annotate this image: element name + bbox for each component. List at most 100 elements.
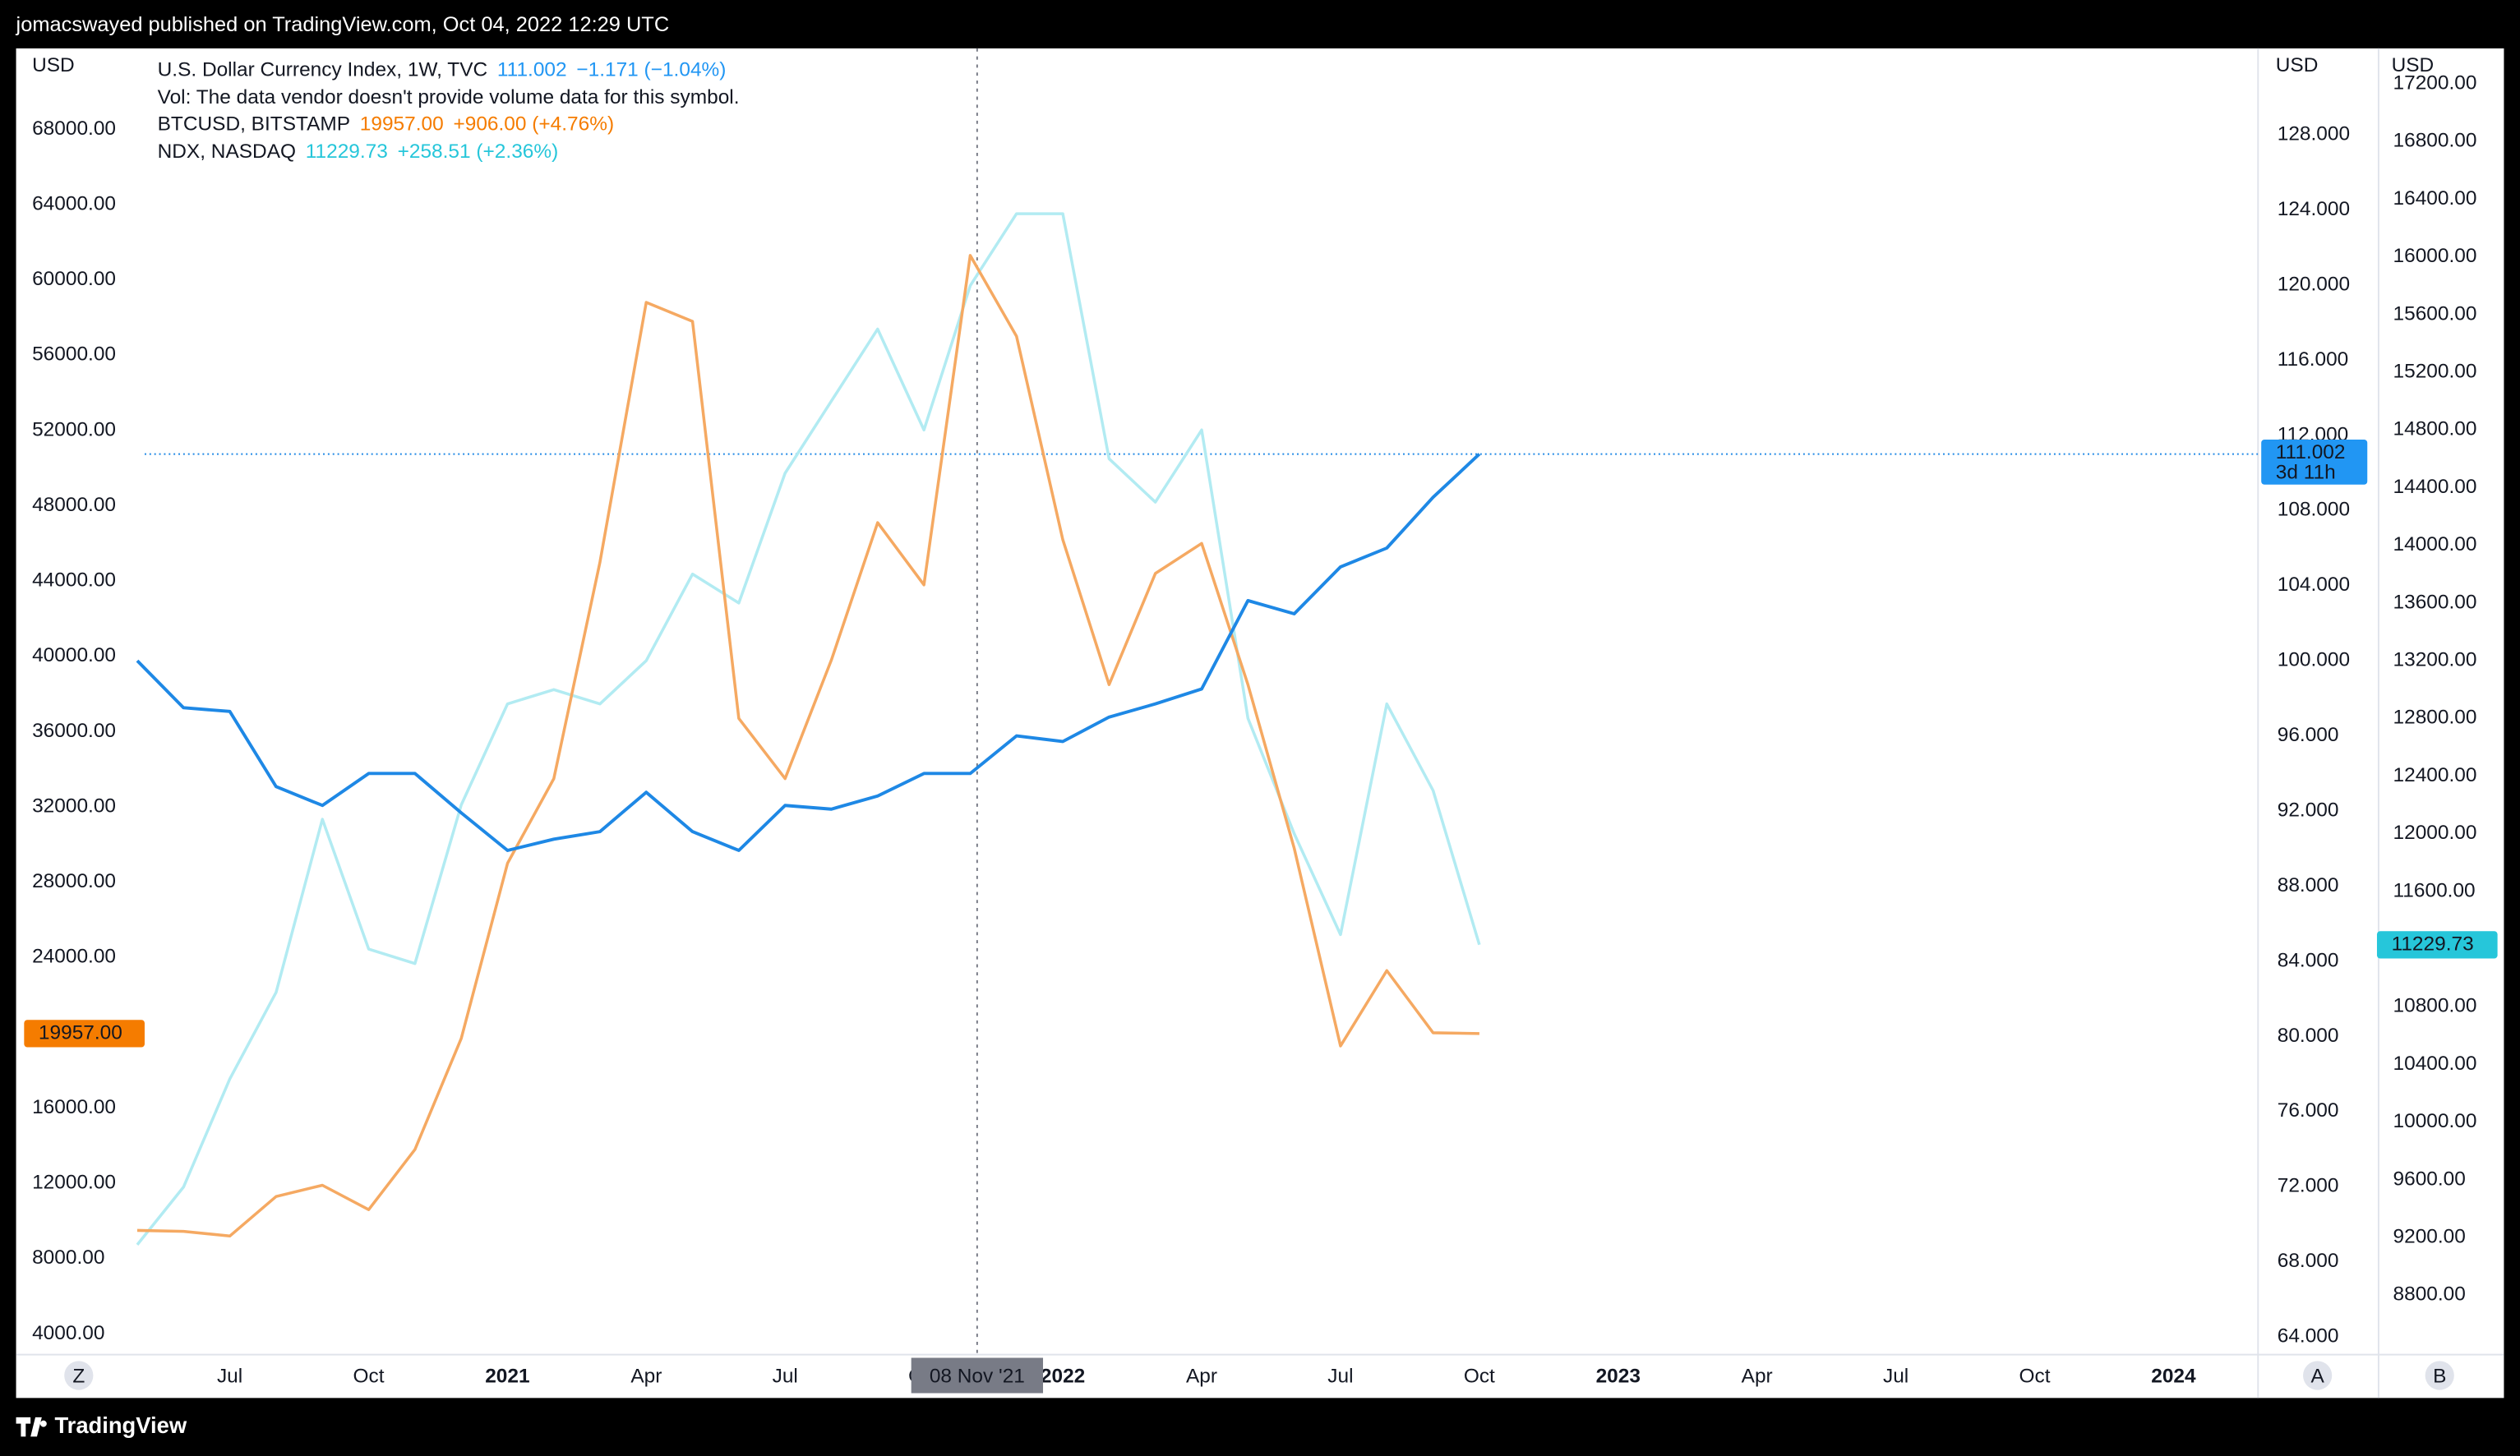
y3-tick-label: 16800.00 [2393, 130, 2477, 152]
legend-entry: NDX, NASDAQ 11229.73 +258.51 (+2.36%) [158, 141, 559, 163]
y3-tick-label: 15200.00 [2393, 361, 2477, 383]
y3-tick-label: 10800.00 [2393, 995, 2477, 1017]
scale-button-label: A [2310, 1365, 2324, 1387]
plot [136, 212, 2259, 1246]
scale-button[interactable] [2303, 1361, 2333, 1390]
y3-tick-label: 12000.00 [2393, 822, 2477, 844]
y3-tick-label: 15600.00 [2393, 302, 2477, 325]
x-tick-label: Jul [217, 1365, 242, 1387]
y-tick-label: 36000.00 [32, 720, 116, 742]
y2-tick-label: 64.000 [2278, 1325, 2339, 1348]
price-tag-label: 19957.00 [39, 1021, 122, 1044]
series-line [136, 453, 1481, 852]
y-tick-label: 48000.00 [32, 494, 116, 516]
y3-tick-label: 10000.00 [2393, 1110, 2477, 1132]
x-tick-label: Apr [630, 1365, 662, 1387]
legend-entry: U.S. Dollar Currency Index, 1W, TVC 111.0… [158, 59, 727, 81]
y3-tick-label: 10400.00 [2393, 1053, 2477, 1075]
y2-tick-label: 72.000 [2278, 1175, 2339, 1197]
y-tick-label: 64000.00 [32, 192, 116, 214]
y2-tick-label: 116.000 [2278, 348, 2349, 371]
header: jomacswayed published on TradingView.com… [16, 13, 670, 36]
price-tag [2376, 931, 2498, 959]
x-tick-label: Apr [1186, 1365, 1217, 1387]
y-tick-label: 40000.00 [32, 644, 116, 666]
y3-tick-label: 12800.00 [2393, 707, 2477, 729]
x-tick-label: Jul [1883, 1365, 1908, 1387]
x-tick-label: 2024 [2151, 1365, 2196, 1387]
y-tick-label: 4000.00 [32, 1322, 104, 1344]
y3-tick-label: 16000.00 [2393, 245, 2477, 267]
price-tag-countdown: 3d 11h [2276, 462, 2336, 484]
y-unit: USD [32, 54, 75, 76]
legend-value: 111.002 [497, 59, 567, 81]
x-tick-label: Oct [353, 1365, 384, 1387]
x-tick-label: Oct [2019, 1365, 2051, 1387]
y2-tick-label: 128.000 [2278, 122, 2350, 145]
scale-button-label: Z [72, 1365, 85, 1387]
y3-unit: USD [2392, 54, 2435, 76]
x-tick-label: Jul [1327, 1365, 1353, 1387]
y-tick-label: 24000.00 [32, 946, 116, 968]
legend-entry: BTCUSD, BITSTAMP 19957.00 +906.00 (+4.76%) [158, 113, 614, 136]
y3-tick-label: 14000.00 [2393, 533, 2477, 555]
legend-name: U.S. Dollar Currency Index, 1W, TVC [158, 59, 488, 81]
x-tick-label: 2023 [1596, 1365, 1641, 1387]
y3-tick-label: 9600.00 [2393, 1168, 2466, 1190]
y2-tick-label: 108.000 [2278, 499, 2350, 521]
x-tick-label: 2022 [1041, 1365, 1085, 1387]
series-line [136, 212, 1481, 1246]
y-tick-label: 16000.00 [32, 1096, 116, 1118]
price-tag [2261, 440, 2368, 485]
y2-tick-label: 104.000 [2278, 574, 2350, 596]
y-tick-label: 56000.00 [32, 343, 116, 366]
footer-brand: TradingView [54, 1412, 187, 1438]
price-tag-label: 111.002 [2276, 441, 2346, 463]
y2-tick-label: 124.000 [2278, 198, 2350, 220]
crosshair-label: 08 Nov '21 [930, 1365, 1025, 1387]
x-tick-label: 2021 [485, 1365, 529, 1387]
legend-value: 11229.73 [306, 141, 388, 163]
y3-tick-label: 17200.00 [2393, 72, 2477, 94]
legend-name: NDX, NASDAQ [158, 141, 296, 163]
price-tag [24, 1020, 145, 1048]
y-tick-label: 28000.00 [32, 870, 116, 892]
y2-tick-label: 100.000 [2278, 649, 2350, 671]
y2-tick-label: 84.000 [2278, 949, 2339, 971]
y2-tick-label: 88.000 [2278, 874, 2339, 896]
scale-button[interactable] [64, 1361, 94, 1390]
tv-logo [16, 1417, 47, 1437]
y2-tick-label: 76.000 [2278, 1099, 2339, 1122]
y3-tick-label: 13200.00 [2393, 649, 2477, 671]
y-tick-label: 8000.00 [32, 1246, 104, 1269]
crosshair-tag [911, 1357, 1044, 1394]
x-tick-label: Oct [1464, 1365, 1495, 1387]
legend-value: 19957.00 [360, 113, 444, 136]
series-line [136, 254, 1479, 1238]
y-tick-label: 68000.00 [32, 117, 116, 140]
price-tag-label: 11229.73 [2392, 933, 2474, 955]
y3-tick-label: 14400.00 [2393, 476, 2477, 498]
x-tick-label: Jul [773, 1365, 798, 1387]
y3-tick-label: 12400.00 [2393, 764, 2477, 786]
y3-tick-label: 16400.00 [2393, 187, 2477, 210]
y3-tick-label: 13600.00 [2393, 591, 2477, 613]
y3-tick-label: 8800.00 [2393, 1283, 2466, 1306]
y2-tick-label: 80.000 [2278, 1025, 2339, 1047]
legend-change: +258.51 (+2.36%) [398, 141, 559, 163]
legend-change: +906.00 (+4.76%) [453, 113, 614, 136]
legend-name: BTCUSD, BITSTAMP [158, 113, 350, 136]
y2-tick-label: 96.000 [2278, 724, 2339, 746]
legend-note: Vol: The data vendor doesn't provide vol… [158, 86, 740, 108]
y3-tick-label: 11600.00 [2393, 879, 2476, 901]
scale-button[interactable] [2425, 1361, 2454, 1390]
y-tick-label: 60000.00 [32, 268, 116, 290]
y-tick-label: 52000.00 [32, 418, 116, 440]
y2-tick-label: 68.000 [2278, 1250, 2339, 1272]
y-tick-label: 12000.00 [32, 1172, 116, 1194]
y-tick-label: 44000.00 [32, 569, 116, 592]
scale-button-label: B [2433, 1365, 2446, 1387]
y2-tick-label: 120.000 [2278, 273, 2350, 295]
